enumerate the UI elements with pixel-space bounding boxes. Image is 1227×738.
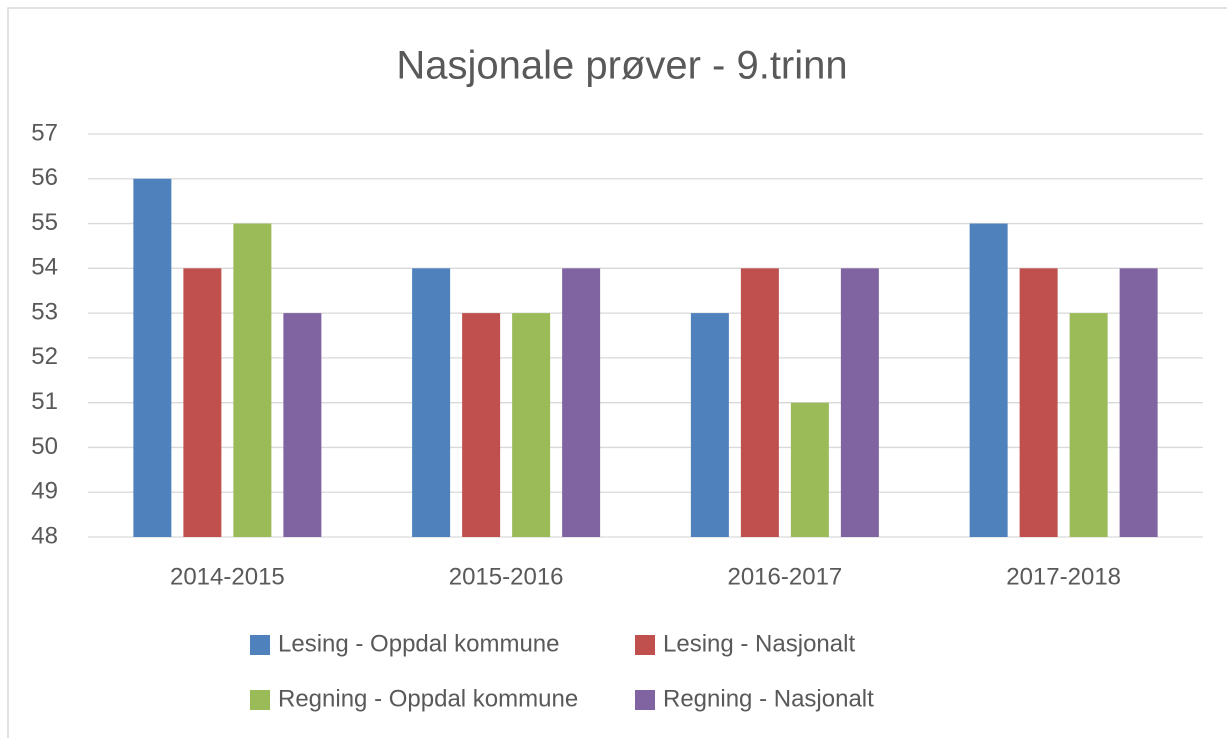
bar	[1069, 313, 1108, 537]
bar	[512, 313, 551, 537]
legend-swatch	[635, 635, 655, 655]
x-tick-label: 2016-2017	[727, 563, 842, 590]
legend-label: Lesing - Nasjonalt	[663, 630, 855, 657]
legend-label: Regning - Oppdal kommune	[278, 685, 578, 712]
y-tick-label: 56	[31, 164, 58, 191]
y-tick-label: 48	[31, 522, 58, 549]
bar	[740, 268, 779, 537]
y-tick-label: 51	[31, 388, 58, 415]
y-tick-label: 54	[31, 254, 58, 281]
legend-label: Regning - Nasjonalt	[663, 685, 874, 712]
legend-swatch	[250, 690, 270, 710]
bar	[562, 268, 601, 537]
x-tick-label: 2015-2016	[449, 563, 564, 590]
bar	[233, 223, 272, 538]
bar	[690, 313, 729, 537]
x-tick-label: 2017-2018	[1006, 563, 1121, 590]
bar	[969, 223, 1008, 538]
chart-title: Nasjonale prøver - 9.trinn	[396, 44, 847, 88]
bar	[283, 313, 322, 537]
y-tick-label: 49	[31, 478, 58, 505]
y-tick-label: 57	[31, 119, 58, 146]
y-tick-label: 52	[31, 343, 58, 370]
y-tick-label: 55	[31, 209, 58, 236]
legend-swatch	[250, 635, 270, 655]
x-tick-label: 2014-2015	[170, 563, 285, 590]
legend-swatch	[635, 690, 655, 710]
bar	[1119, 268, 1158, 537]
y-tick-label: 50	[31, 433, 58, 460]
bar	[133, 178, 172, 537]
bar	[790, 402, 829, 537]
y-tick-label: 53	[31, 298, 58, 325]
bar	[462, 313, 501, 537]
bar	[412, 268, 451, 537]
legend-label: Lesing - Oppdal kommune	[278, 630, 559, 657]
bar	[840, 268, 879, 537]
bar	[183, 268, 222, 537]
bar	[1019, 268, 1058, 537]
